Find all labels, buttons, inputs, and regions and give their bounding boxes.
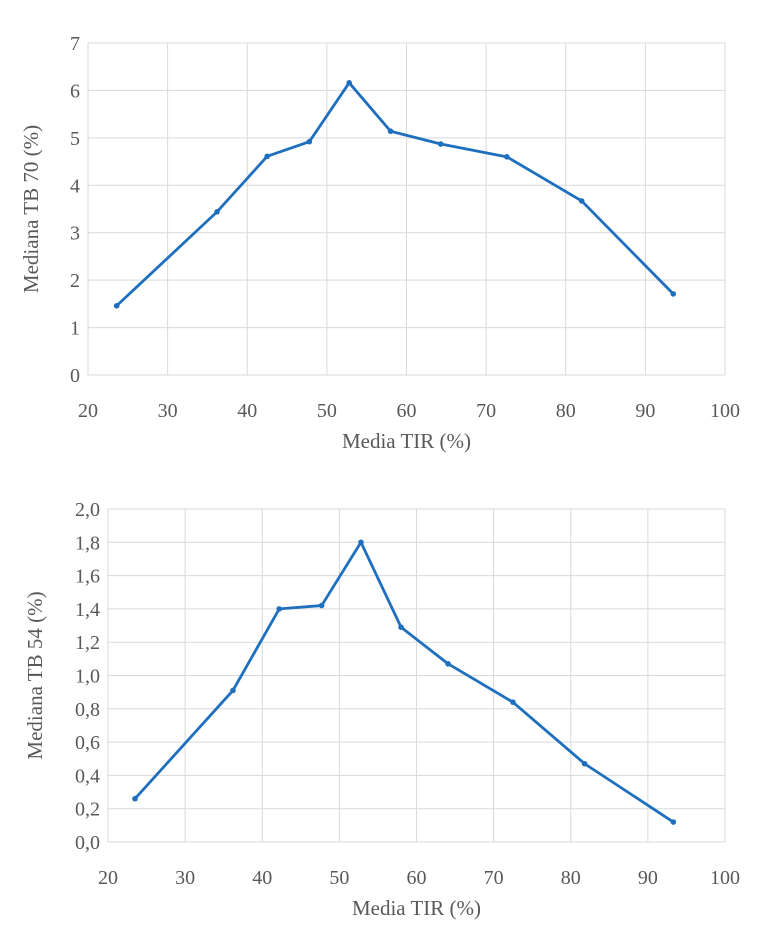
x-axis-title: Media TIR (%) (352, 896, 481, 920)
y-tick-label: 0,4 (75, 765, 100, 787)
y-tick-label: 0,8 (75, 699, 100, 721)
y-tick-label: 1,0 (75, 666, 100, 688)
x-tick-label: 20 (98, 867, 118, 889)
x-axis-title: Media TIR (%) (342, 429, 471, 453)
data-point (445, 661, 451, 667)
data-point (504, 154, 510, 160)
x-tick-label: 30 (175, 867, 195, 889)
data-point (214, 209, 220, 215)
data-point (358, 539, 364, 546)
y-tick-label: 1,6 (75, 566, 100, 588)
y-tick-label: 2,0 (75, 499, 100, 521)
y-tick-label: 1,8 (75, 532, 100, 554)
data-point (132, 795, 138, 802)
chart-1: 0 1 2 3 4 5 6 7 20 30 40 50 60 70 80 90 100 Media TIR (%)… (19, 33, 740, 453)
x-tick-label: 70 (476, 400, 496, 422)
x-tick-label: 80 (561, 867, 581, 889)
x-tick-label: 30 (158, 400, 178, 422)
y-tick-label: 0 (70, 365, 80, 387)
y-axis-title: Mediana TB 70 (%) (19, 125, 43, 293)
y-tick-label: 0,6 (75, 732, 100, 754)
chart-2: 0,0 0,2 0,4 0,6 0,8 1,0 1,2 1,4 1,6 1,8 2,0 20 30 40 5… (23, 499, 740, 920)
y-tick-label: 2 (70, 270, 80, 292)
y-tick-label: 1,4 (75, 599, 100, 621)
y-axis-title: Mediana TB 54 (%) (23, 591, 47, 759)
y-tick-label: 5 (70, 128, 80, 150)
x-tick-label: 100 (710, 867, 740, 889)
data-point (276, 606, 283, 612)
data-point (670, 819, 677, 825)
y-tick-label: 4 (70, 175, 80, 197)
series-line (115, 81, 675, 307)
data-point (581, 760, 588, 767)
x-tick-label: 90 (635, 400, 655, 422)
data-point (578, 198, 585, 204)
data-point (264, 153, 270, 160)
data-point (113, 302, 120, 309)
data-point (346, 80, 352, 86)
data-point (670, 291, 677, 297)
x-tick-label: 50 (329, 867, 349, 889)
y-tick-label: 0,0 (75, 832, 100, 854)
x-tick-label: 40 (252, 867, 272, 889)
data-point (318, 602, 325, 609)
x-tick-label: 40 (237, 400, 257, 422)
y-tick-label: 1 (70, 318, 80, 340)
x-tick-label: 80 (556, 400, 576, 422)
data-point (230, 687, 236, 694)
data-point (306, 138, 313, 145)
data-point (510, 699, 516, 705)
x-tick-label: 90 (638, 867, 658, 889)
data-point (437, 141, 444, 147)
y-tick-label: 6 (70, 80, 80, 102)
data-point (387, 128, 394, 135)
x-tick-label: 70 (484, 867, 504, 889)
y-tick-label: 3 (70, 223, 80, 245)
data-point (398, 624, 404, 631)
y-tick-label: 1,2 (75, 632, 100, 654)
x-tick-label: 20 (78, 400, 98, 422)
x-tick-label: 50 (317, 400, 337, 422)
x-tick-label: 100 (710, 400, 740, 422)
series-line (133, 540, 675, 824)
y-tick-label: 0,2 (75, 799, 100, 821)
x-tick-label: 60 (407, 867, 427, 889)
x-tick-label: 60 (397, 400, 417, 422)
y-tick-label: 7 (70, 33, 80, 55)
